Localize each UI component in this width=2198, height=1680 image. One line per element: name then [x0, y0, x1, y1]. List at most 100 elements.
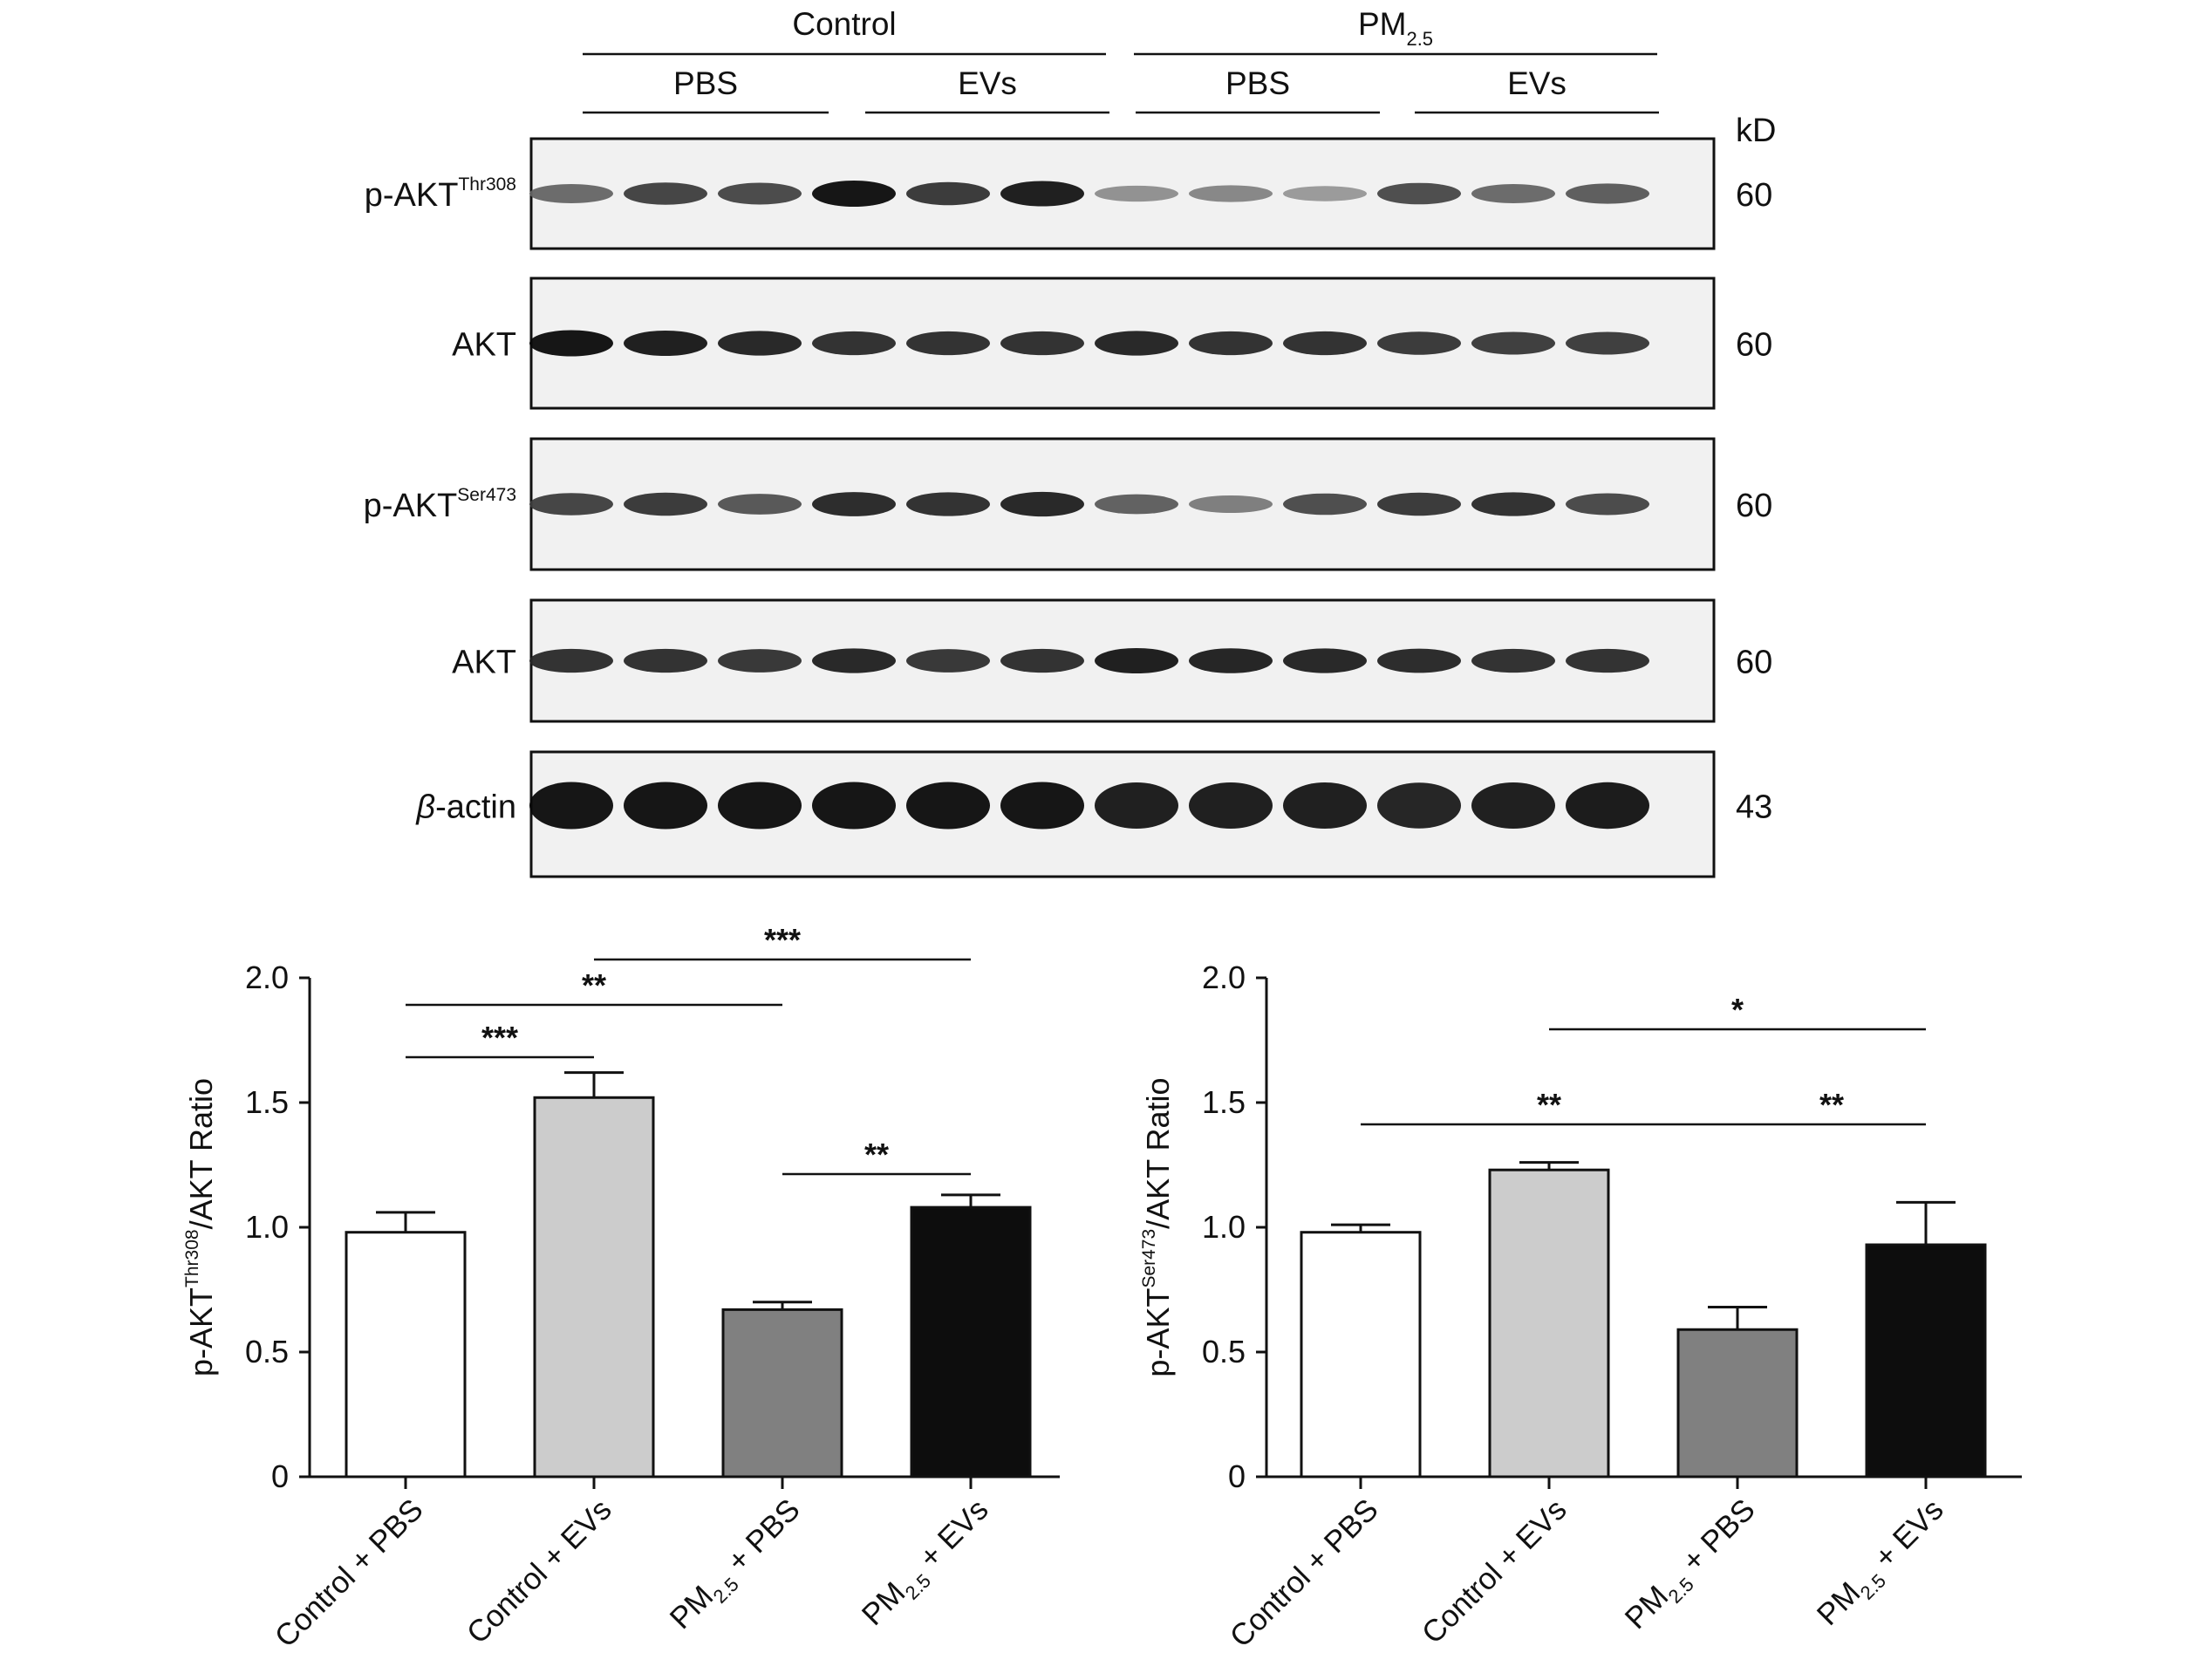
blot-band	[1566, 493, 1649, 516]
blot-band	[1000, 648, 1084, 673]
blot-band	[1189, 648, 1273, 673]
blot-row-kd: 60	[1736, 177, 1772, 214]
blot-row-label: AKT	[452, 645, 516, 681]
blot-band	[1095, 331, 1178, 356]
bar	[1676, 1328, 1799, 1479]
blot-band	[906, 782, 990, 830]
blot-band	[1283, 493, 1367, 516]
bar	[345, 1231, 467, 1479]
y-tick-label: 0	[271, 1458, 289, 1494]
blot-band	[1095, 782, 1178, 829]
significance-label: *	[1731, 992, 1744, 1028]
bar	[910, 1205, 1032, 1479]
blot-band	[1566, 648, 1649, 673]
bar-chart-thr308: 0 0.5 1.0 1.5 2.0 p-AKTThr308/AKT Ratio Contro…	[182, 922, 1060, 1654]
blot-band	[812, 492, 896, 516]
y-axis-label-suffix: /AKT Ratio	[1140, 1077, 1176, 1228]
blot-band	[1000, 331, 1084, 356]
blot-band	[1566, 782, 1649, 830]
blot-row-kd: 60	[1736, 488, 1772, 524]
kd-unit-label: kD	[1736, 113, 1776, 149]
blot-band	[1283, 331, 1367, 356]
blot-band	[1189, 495, 1273, 514]
x-tick-label-pm: PM	[1619, 1579, 1676, 1636]
significance-label: **	[864, 1137, 889, 1172]
y-axis-label-suffix: /AKT Ratio	[183, 1078, 219, 1229]
blot-band	[1283, 186, 1367, 201]
blot-band	[1377, 331, 1461, 355]
group-label-sub: 2.5	[1406, 28, 1433, 50]
y-tick-label: 0.5	[245, 1334, 289, 1369]
x-tick-label: Control + PBS	[1224, 1492, 1385, 1654]
blot-band	[624, 648, 707, 673]
bar	[721, 1308, 843, 1479]
blot-band	[1095, 185, 1178, 202]
blot-band	[1471, 331, 1555, 355]
x-tick-label: Control + PBS	[269, 1492, 430, 1654]
blot-row-label-text: -actin	[435, 789, 516, 826]
blot-row-label: AKT	[452, 327, 516, 364]
blot-band	[906, 492, 990, 516]
x-tick-label-post: + PBS	[714, 1492, 806, 1584]
significance-label: **	[582, 967, 606, 1003]
blot-band	[812, 648, 896, 673]
y-tick-label: 1.0	[245, 1209, 289, 1245]
blot-band	[529, 493, 613, 516]
x-tick-label: PM2.5 + PBS	[664, 1492, 811, 1640]
blot-band	[529, 330, 613, 357]
blot-band	[1566, 183, 1649, 204]
blot-band	[529, 782, 613, 830]
blot-row-label: β-actin	[415, 789, 516, 826]
blot-band	[1000, 782, 1084, 830]
y-tick-label: 1.0	[1202, 1209, 1246, 1245]
blot-band	[1189, 185, 1273, 202]
blot-band	[906, 181, 990, 206]
blot-band	[1471, 648, 1555, 673]
blot-band	[1377, 492, 1461, 516]
beta-symbol: β	[415, 789, 435, 826]
treatment-label: EVs	[1507, 65, 1567, 101]
blot-band	[529, 648, 613, 673]
y-tick-label: 2.0	[245, 960, 289, 995]
blot-band	[1566, 331, 1649, 355]
blot-row-label-text: p-AKT	[364, 488, 458, 524]
significance-label: **	[1537, 1087, 1561, 1123]
blot-band	[624, 330, 707, 357]
y-axis-label: p-AKTThr308/AKT Ratio	[182, 1078, 219, 1376]
bar	[533, 1096, 655, 1479]
blot-row-label: p-AKTSer473	[364, 485, 516, 524]
blot-band	[1471, 782, 1555, 829]
blot-band	[1377, 648, 1461, 673]
treatment-label: PBS	[673, 65, 738, 101]
y-tick-label: 1.5	[1202, 1084, 1246, 1120]
blot-band	[812, 331, 896, 356]
blot-band	[1283, 782, 1367, 829]
blot-band	[1095, 494, 1178, 515]
bar	[1300, 1231, 1422, 1479]
blot-band	[1471, 184, 1555, 203]
blot-band	[1095, 647, 1178, 674]
blot-band	[1189, 331, 1273, 356]
x-tick-label: Control + EVs	[1416, 1492, 1573, 1650]
blot-band	[718, 182, 802, 205]
y-tick-label: 0.5	[1202, 1334, 1246, 1369]
x-tick-label: PM2.5 + EVs	[856, 1492, 1000, 1636]
blot-row-label: p-AKTThr308	[365, 174, 516, 214]
y-axis-label: p-AKTSer473/AKT Ratio	[1139, 1077, 1176, 1376]
blot-band	[624, 492, 707, 516]
blot-band	[1000, 491, 1084, 517]
y-axis-label-prefix: p-AKT	[183, 1287, 219, 1376]
blot-band	[1377, 182, 1461, 205]
x-tick-label-post: + PBS	[1669, 1492, 1761, 1584]
blot-band	[812, 181, 896, 207]
blot-row-label-sup: Ser473	[457, 485, 516, 505]
x-tick-label-post: + EVs	[906, 1492, 994, 1581]
blot-row-kd: 43	[1736, 789, 1772, 826]
blot-band	[624, 782, 707, 830]
blot-band	[812, 782, 896, 830]
x-tick-label-pm: PM	[856, 1575, 912, 1632]
x-tick-label: Control + PBS	[1224, 1492, 1385, 1654]
blot-band	[718, 331, 802, 356]
